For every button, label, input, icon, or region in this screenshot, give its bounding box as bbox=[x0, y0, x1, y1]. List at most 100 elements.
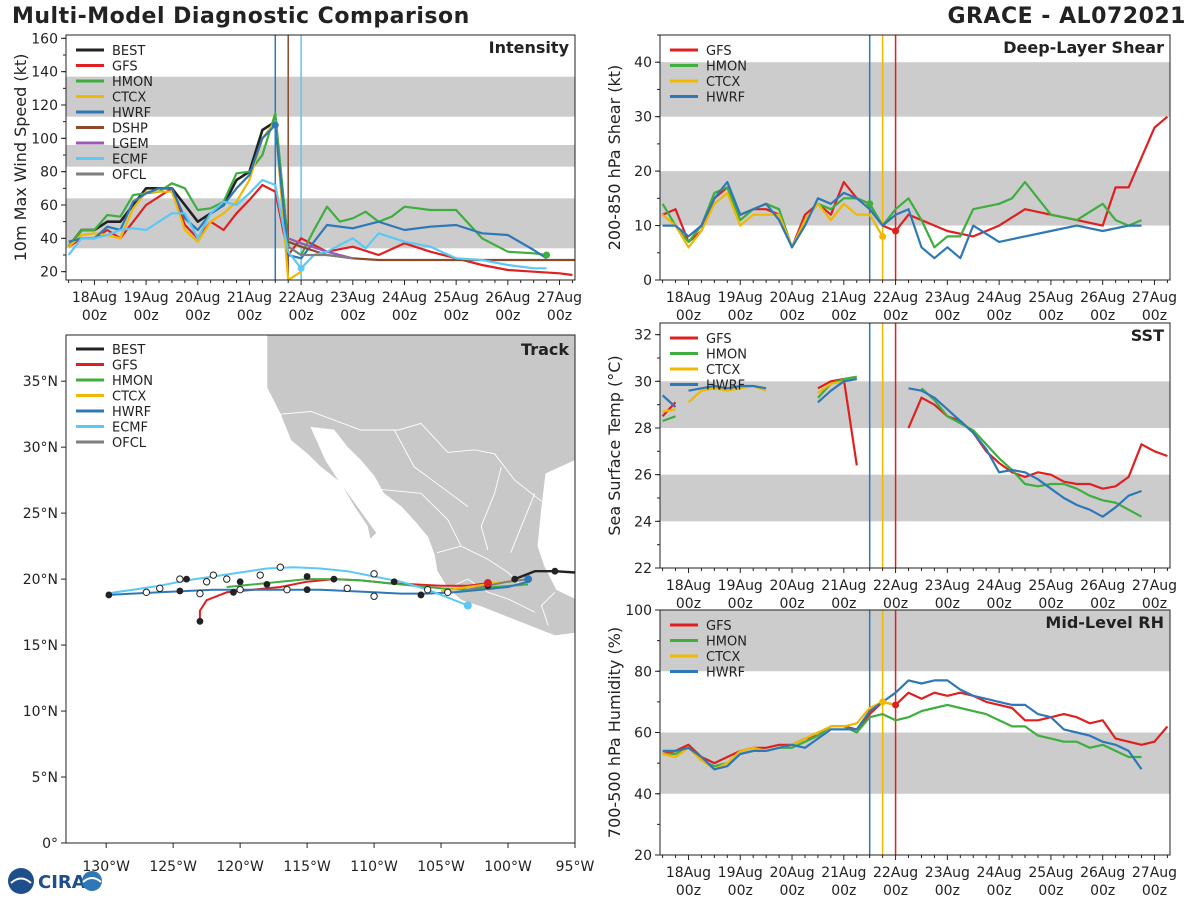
panel-rh: 20 40 60 80 100 18Aug 00z 19Aug 00z 20Aug 00z 21Aug… bbox=[605, 603, 1177, 899]
y-axis-label: 700-500 hPa Humidity (%) bbox=[605, 627, 624, 838]
marker-hwrf bbox=[271, 121, 279, 129]
x-tick-label: 22Aug bbox=[873, 578, 918, 594]
x-tick-sublabel: 00z bbox=[831, 883, 856, 899]
x-tick-label: 26Aug bbox=[1080, 578, 1125, 594]
series-ctcx bbox=[662, 408, 676, 413]
x-tick-sublabel: 00z bbox=[987, 596, 1012, 612]
x-tick-sublabel: 00z bbox=[779, 308, 804, 324]
x-tick-sublabel: 00z bbox=[779, 883, 804, 899]
track-point-open bbox=[156, 584, 164, 593]
track-point-open bbox=[370, 570, 378, 578]
y-tick-label: 20 bbox=[634, 164, 652, 180]
x-tick-sublabel: 00z bbox=[676, 883, 701, 899]
y-tick-label: 22 bbox=[634, 561, 652, 577]
state-border bbox=[588, 602, 615, 626]
track-point-open bbox=[176, 575, 184, 583]
shade-band bbox=[660, 62, 1170, 117]
state-border bbox=[447, 578, 535, 613]
x-tick-label: 115°W bbox=[283, 859, 331, 875]
y-tick-label: 60 bbox=[634, 726, 652, 742]
legend-label-hwrf: HWRF bbox=[706, 379, 745, 394]
series-hwrf bbox=[908, 387, 1142, 518]
y-tick-label: 10 bbox=[634, 219, 652, 235]
x-tick-label: 22Aug bbox=[279, 290, 324, 306]
x-tick-label: 19Aug bbox=[718, 290, 763, 306]
series-hwrf bbox=[662, 679, 1143, 771]
y-tick-label: 120 bbox=[31, 98, 58, 114]
track-point-filled bbox=[330, 575, 338, 583]
x-tick-sublabel: 00z bbox=[883, 596, 908, 612]
x-tick-label: 27Aug bbox=[1132, 865, 1177, 881]
series-ecmf bbox=[67, 178, 547, 270]
y-tick-label: 30°N bbox=[23, 440, 58, 456]
plot-frame bbox=[65, 34, 576, 281]
x-tick-label: 18Aug bbox=[666, 578, 711, 594]
x-tick-sublabel: 00z bbox=[495, 308, 520, 324]
x-tick-label: 20Aug bbox=[769, 865, 814, 881]
shade-band bbox=[66, 198, 575, 249]
track-point-open bbox=[283, 585, 291, 594]
track-point-filled bbox=[303, 586, 311, 594]
x-tick-sublabel: 00z bbox=[987, 883, 1012, 899]
track-point-filled bbox=[196, 617, 204, 625]
x-tick-label: 26Aug bbox=[1080, 290, 1125, 306]
x-tick-sublabel: 00z bbox=[987, 308, 1012, 324]
x-tick-label: 23Aug bbox=[925, 578, 970, 594]
x-tick-label: 21Aug bbox=[821, 578, 866, 594]
x-tick-sublabel: 00z bbox=[392, 308, 417, 324]
x-tick-sublabel: 00z bbox=[779, 596, 804, 612]
y-axis-label: 10m Max Wind Speed (kt) bbox=[11, 54, 30, 262]
track-point-open bbox=[209, 571, 218, 579]
track-point-open bbox=[276, 563, 285, 571]
x-tick-sublabel: 00z bbox=[1038, 883, 1063, 899]
x-tick-label: 27Aug bbox=[1132, 578, 1177, 594]
shade-band bbox=[660, 732, 1170, 794]
x-tick-label: 27Aug bbox=[1132, 290, 1177, 306]
x-tick-sublabel: 00z bbox=[444, 308, 469, 324]
x-tick-label: 100°W bbox=[484, 859, 532, 875]
track-point-open bbox=[223, 575, 231, 583]
legend-label-hmon: HMON bbox=[112, 75, 153, 90]
track-point-open bbox=[343, 584, 351, 593]
state-border bbox=[480, 466, 502, 551]
plot-area bbox=[660, 610, 1170, 855]
legend-label-hwrf: HWRF bbox=[112, 405, 151, 420]
series-hwrf bbox=[661, 394, 677, 408]
series-lgem bbox=[287, 237, 354, 260]
track-point-open bbox=[142, 588, 151, 596]
x-tick-sublabel: 00z bbox=[1038, 596, 1063, 612]
y-tick-label: 40 bbox=[634, 787, 652, 803]
x-tick-label: 105°W bbox=[417, 859, 465, 875]
track-point-open bbox=[370, 592, 378, 600]
track-point-open bbox=[236, 585, 244, 594]
legend-label-hmon: HMON bbox=[112, 374, 153, 389]
plot-area bbox=[66, 35, 575, 280]
track-point-filled bbox=[183, 575, 190, 583]
x-tick-label: 19Aug bbox=[124, 290, 169, 306]
marker-gfs bbox=[892, 701, 900, 709]
x-tick-sublabel: 00z bbox=[1038, 308, 1063, 324]
x-tick-sublabel: 00z bbox=[935, 596, 960, 612]
marker-ctcx bbox=[879, 232, 887, 240]
state-border bbox=[380, 488, 462, 547]
legend-label-dshp: DSHP bbox=[112, 122, 148, 137]
y-tick-label: 5°N bbox=[32, 770, 58, 786]
x-tick-label: 130°W bbox=[82, 859, 130, 875]
track-point-filled bbox=[390, 578, 398, 586]
track-point-filled bbox=[230, 588, 237, 596]
panel-title: Mid-Level RH bbox=[1045, 613, 1164, 632]
track-marker-gfs bbox=[483, 579, 492, 588]
panel-title: SST bbox=[1131, 326, 1164, 345]
series-gfs bbox=[817, 377, 858, 466]
x-tick-sublabel: 00z bbox=[831, 308, 856, 324]
x-tick-sublabel: 00z bbox=[831, 596, 856, 612]
legend-label-hmon: HMON bbox=[706, 635, 747, 650]
legend-label-ctcx: CTCX bbox=[112, 390, 146, 405]
track-point-filled bbox=[176, 587, 184, 595]
y-tick-label: 0° bbox=[42, 836, 58, 852]
track-point-filled bbox=[263, 580, 271, 588]
state-border bbox=[280, 411, 542, 502]
legend-label-gfs: GFS bbox=[112, 60, 138, 75]
series-hmon bbox=[661, 180, 1142, 249]
